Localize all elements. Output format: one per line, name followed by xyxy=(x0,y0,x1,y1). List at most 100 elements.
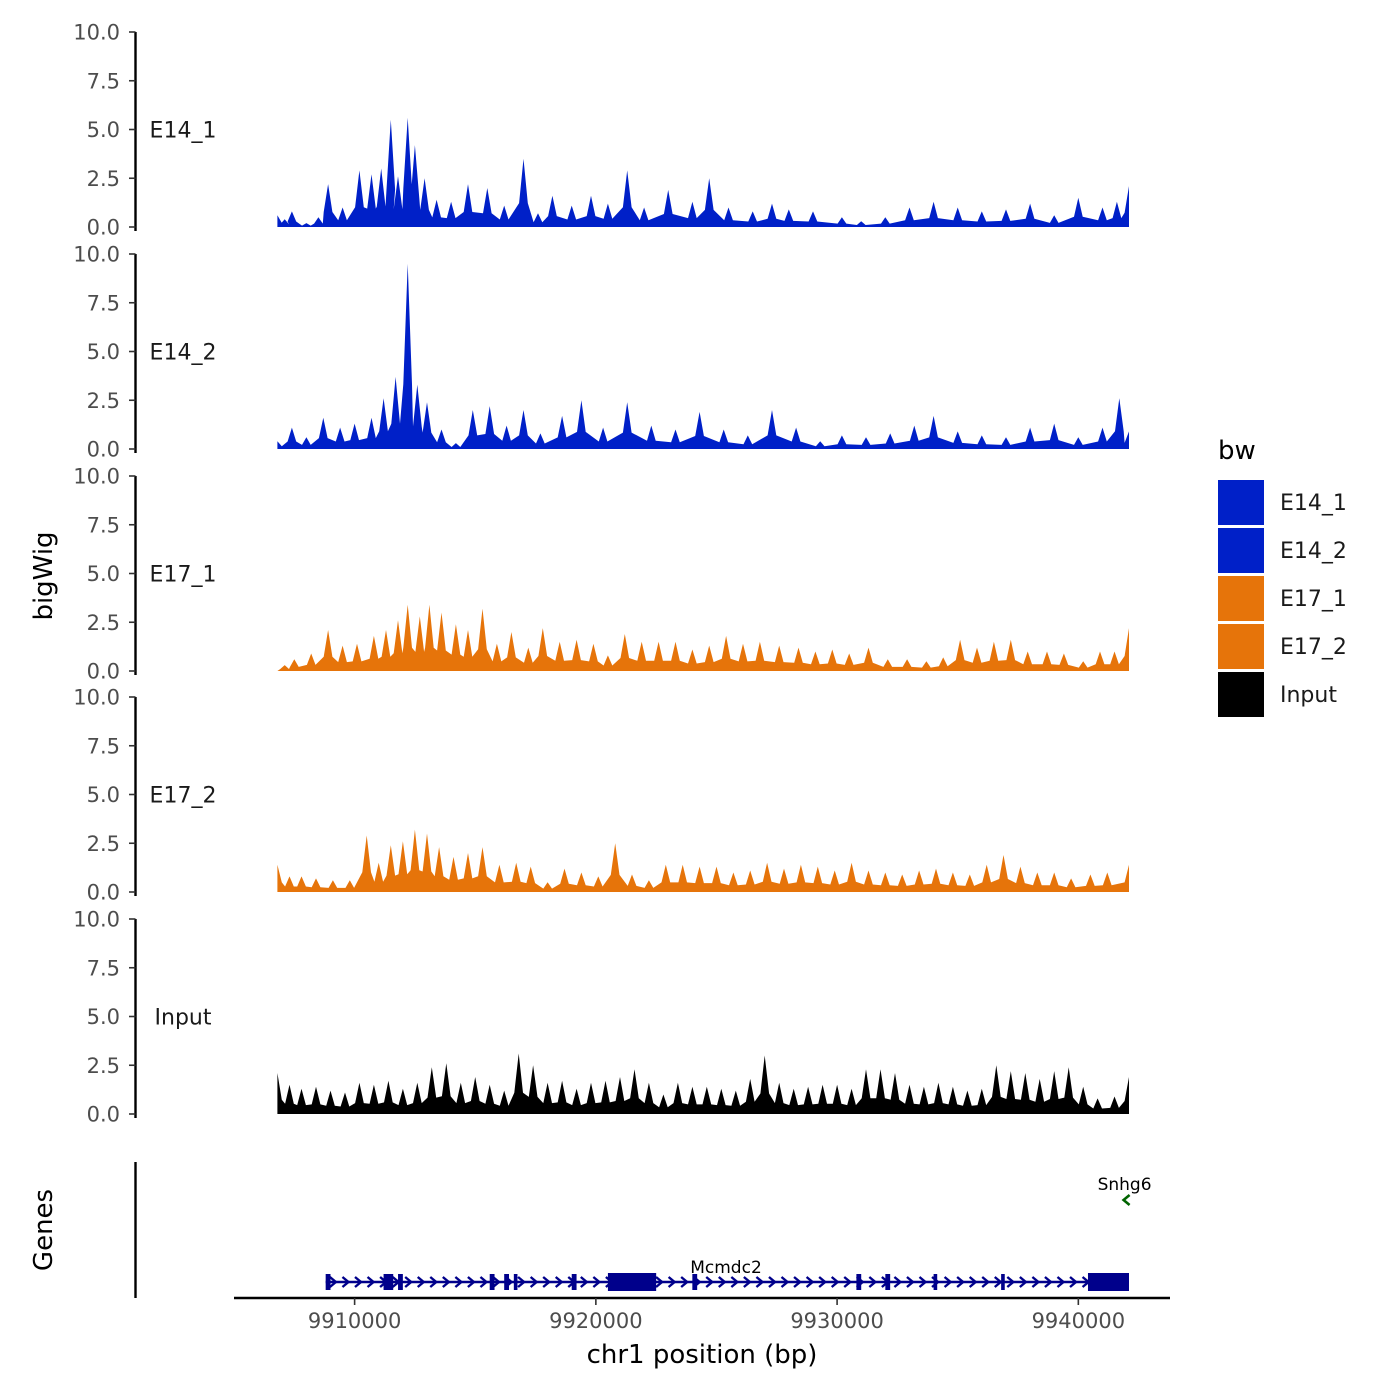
y-tick-label: 10.0 xyxy=(73,21,120,45)
gene-exon xyxy=(607,1273,657,1291)
track-label: E17_2 xyxy=(150,784,217,809)
signal-area-e14-2 xyxy=(277,263,1129,449)
y-tick-label: 2.5 xyxy=(87,389,120,413)
x-axis-ticks: 9910000 9920000 9930000 9940000 xyxy=(308,1298,1125,1333)
strand-arrow xyxy=(529,1276,539,1288)
legend-swatch xyxy=(1218,576,1264,621)
y-tick-label: 2.5 xyxy=(87,167,120,191)
strand-arrow xyxy=(993,1276,1003,1288)
strand-arrow xyxy=(467,1276,476,1288)
gene-exon xyxy=(513,1274,518,1290)
legend-label: E14_1 xyxy=(1280,491,1347,516)
strand-arrow xyxy=(667,1276,677,1288)
track-e17-1: 0.0 2.5 5.0 7.5 10.0 E17_1 xyxy=(73,465,1130,684)
y-tick-label: 7.5 xyxy=(87,513,120,537)
strand-arrow xyxy=(454,1276,464,1288)
legend-item-e14-1: E14_1 xyxy=(1218,480,1347,525)
x-axis: 9910000 9920000 9930000 9940000 chr1 positi… xyxy=(234,1296,1170,1370)
strand-arrow xyxy=(404,1276,414,1288)
strand-arrow xyxy=(793,1276,802,1288)
gene-exon xyxy=(1087,1273,1129,1291)
strand-arrow xyxy=(429,1276,439,1288)
legend-item-e17-1: E17_1 xyxy=(1218,576,1347,621)
track-e14-2: 0.0 2.5 5.0 7.5 10.0 E14_2 xyxy=(73,243,1130,462)
strand-arrow xyxy=(1121,1194,1131,1206)
strand-arrow xyxy=(830,1276,840,1288)
y-tick-label: 7.5 xyxy=(87,291,120,315)
gene-models: Mcmdc2 Snhg6 xyxy=(325,1175,1152,1291)
gene-snhg6: Snhg6 xyxy=(1098,1175,1152,1206)
y-tick-label: 10.0 xyxy=(73,908,120,932)
strand-arrow xyxy=(818,1276,828,1288)
track-label: E14_1 xyxy=(150,119,217,144)
y-tick-label: 0.0 xyxy=(87,216,120,240)
legend-item-e14-2: E14_2 xyxy=(1218,528,1347,573)
track-e17-2: 0.0 2.5 5.0 7.5 10.0 E17_2 xyxy=(73,686,1130,905)
strand-arrow xyxy=(1044,1276,1053,1288)
x-axis-title: chr1 position (bp) xyxy=(587,1340,818,1370)
signal-area-input xyxy=(277,1053,1129,1114)
strand-arrow xyxy=(479,1276,489,1288)
legend-swatch xyxy=(1218,480,1264,525)
y-tick-label: 2.5 xyxy=(87,611,120,635)
strand-arrow xyxy=(943,1276,953,1288)
signal-area-e17-1 xyxy=(277,604,1129,671)
y-tick-label: 0.0 xyxy=(87,881,120,905)
strand-arrow xyxy=(554,1276,564,1288)
strand-arrow xyxy=(366,1276,376,1288)
strand-arrow xyxy=(542,1276,552,1288)
signal-area-e14-1 xyxy=(277,117,1129,227)
y-tick-label: 7.5 xyxy=(87,956,120,980)
strand-arrow xyxy=(580,1276,589,1288)
legend-item-e17-2: E17_2 xyxy=(1218,624,1347,669)
track-label: E14_2 xyxy=(150,341,217,366)
y-tick-label: 7.5 xyxy=(87,69,120,93)
strand-arrow xyxy=(718,1276,727,1288)
strand-arrow xyxy=(780,1276,790,1288)
gene-exon xyxy=(325,1274,331,1290)
y-tick-label: 5.0 xyxy=(87,1005,120,1029)
legend-items: E14_1 E14_2 E17_1 E17_2 Input xyxy=(1218,480,1347,717)
strand-arrow xyxy=(442,1276,451,1288)
x-tick-label: 9920000 xyxy=(549,1309,643,1333)
y-axis-title: bigWig xyxy=(29,531,59,620)
gene-exon xyxy=(383,1274,394,1290)
strand-arrow xyxy=(968,1276,978,1288)
y-tick-label: 0.0 xyxy=(87,438,120,462)
y-tick-label: 5.0 xyxy=(87,340,120,364)
track-input: 0.0 2.5 5.0 7.5 10.0 Input xyxy=(73,908,1130,1127)
strand-arrow xyxy=(1056,1276,1066,1288)
strand-arrow xyxy=(1031,1276,1041,1288)
strand-arrow xyxy=(743,1276,752,1288)
legend-label: Input xyxy=(1280,683,1337,708)
legend-label: E17_1 xyxy=(1280,587,1347,612)
track-label: E17_1 xyxy=(150,563,217,588)
y-tick-label: 7.5 xyxy=(87,734,120,758)
gene-label: Snhg6 xyxy=(1098,1175,1152,1195)
y-tick-label: 0.0 xyxy=(87,660,120,684)
strand-arrow xyxy=(341,1276,351,1288)
strand-arrow xyxy=(906,1276,915,1288)
legend-title: bw xyxy=(1218,436,1256,466)
y-tick-label: 10.0 xyxy=(73,686,120,710)
genes-panel: Genes Mcmdc2 Snhg6 xyxy=(29,1162,1152,1298)
track-label: Input xyxy=(155,1006,212,1031)
strand-arrow xyxy=(705,1276,715,1288)
strand-arrow xyxy=(517,1276,526,1288)
track-e14-1: 0.0 2.5 5.0 7.5 10.0 E14_1 xyxy=(73,21,1130,240)
strand-arrow xyxy=(981,1276,991,1288)
gene-exon xyxy=(692,1274,698,1290)
gene-exon xyxy=(571,1274,577,1290)
strand-arrow xyxy=(354,1276,363,1288)
legend: bw E14_1 E14_2 E17_1 E17_2 Input xyxy=(1218,436,1347,717)
strand-arrow xyxy=(805,1276,815,1288)
x-tick-label: 9910000 xyxy=(308,1309,402,1333)
strand-arrow xyxy=(592,1276,602,1288)
strand-arrow xyxy=(492,1276,501,1288)
strand-arrow xyxy=(868,1276,878,1288)
gene-exon xyxy=(856,1274,862,1290)
strand-arrow xyxy=(1069,1276,1078,1288)
gene-exon xyxy=(398,1274,403,1290)
strand-arrow xyxy=(918,1276,928,1288)
